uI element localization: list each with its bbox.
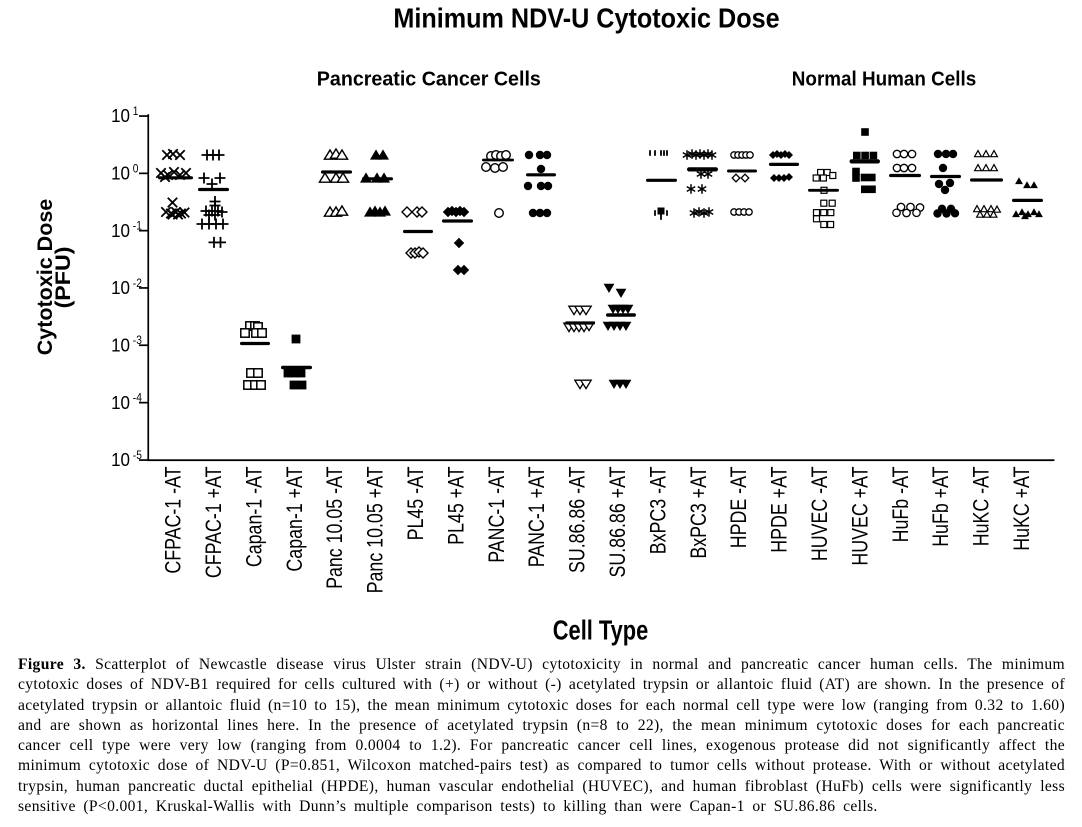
svg-text:10: 10 (111, 335, 130, 356)
svg-text:0: 0 (133, 163, 139, 176)
svg-text:PANC-1 +AT: PANC-1 +AT (526, 467, 550, 568)
svg-text:(PFU): (PFU) (51, 247, 75, 309)
svg-text:-2: -2 (133, 277, 142, 290)
svg-text:Panc 10.05 +AT: Panc 10.05 +AT (364, 467, 388, 594)
svg-text:10: 10 (111, 220, 130, 241)
svg-text:10: 10 (111, 450, 130, 471)
svg-text:-1: -1 (133, 220, 142, 233)
svg-text:-5: -5 (133, 449, 142, 462)
svg-text:HuKC -AT: HuKC -AT (970, 467, 994, 547)
svg-text:10: 10 (111, 163, 130, 184)
svg-text:PL45 +AT: PL45 +AT (445, 467, 469, 545)
svg-text:Capan-1 +AT: Capan-1 +AT (283, 467, 307, 572)
svg-text:HUVEC +AT: HUVEC +AT (849, 467, 873, 566)
svg-text:CFPAC-1 -AT: CFPAC-1 -AT (162, 467, 186, 574)
svg-text:BxPC3 -AT: BxPC3 -AT (647, 467, 671, 555)
svg-text:HuFb -AT: HuFb -AT (889, 467, 913, 543)
svg-text:Minimum NDV-U Cytotoxic Dose: Minimum NDV-U Cytotoxic Dose (393, 2, 779, 34)
svg-text:BxPC3 +AT: BxPC3 +AT (687, 467, 711, 559)
svg-text:Pancreatic Cancer Cells: Pancreatic Cancer Cells (317, 68, 541, 90)
svg-text:HPDE -AT: HPDE -AT (728, 467, 752, 549)
svg-text:Normal Human Cells: Normal Human Cells (792, 68, 976, 91)
svg-text:Panc 10.05 -AT: Panc 10.05 -AT (324, 467, 348, 589)
svg-text:PANC-1 -AT: PANC-1 -AT (485, 467, 509, 563)
svg-text:Cell Type: Cell Type (553, 615, 648, 646)
svg-text:HuFb +AT: HuFb +AT (930, 467, 954, 547)
svg-text:Capan-1 -AT: Capan-1 -AT (243, 467, 267, 568)
svg-text:Cytotoxic Dose: Cytotoxic Dose (33, 199, 57, 356)
svg-text:10: 10 (111, 277, 130, 298)
svg-text:SU.86.86 -AT: SU.86.86 -AT (566, 467, 590, 574)
svg-text:HPDE +AT: HPDE +AT (768, 467, 792, 553)
svg-text:-4: -4 (133, 392, 142, 405)
svg-text:10: 10 (111, 392, 130, 413)
svg-text:SU.86.86 +AT: SU.86.86 +AT (606, 467, 630, 578)
svg-text:HuKC +AT: HuKC +AT (1010, 467, 1034, 551)
svg-text:-3: -3 (133, 335, 142, 348)
svg-text:CFPAC-1 +AT: CFPAC-1 +AT (202, 467, 226, 579)
svg-text:PL45 -AT: PL45 -AT (404, 467, 428, 541)
svg-text:HUVEC -AT: HUVEC -AT (808, 467, 832, 562)
svg-text:10: 10 (111, 106, 130, 127)
svg-text:1: 1 (133, 105, 139, 118)
